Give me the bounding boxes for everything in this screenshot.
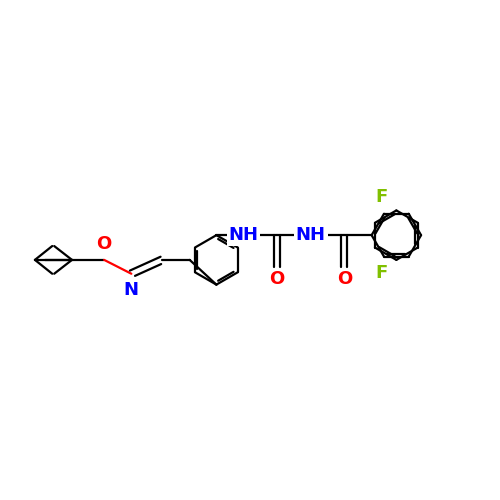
Text: O: O [337, 270, 352, 288]
Text: F: F [376, 188, 388, 206]
Text: NH: NH [296, 226, 326, 244]
Text: F: F [376, 264, 388, 282]
Text: O: O [96, 235, 112, 253]
Text: N: N [124, 281, 139, 299]
Text: O: O [270, 270, 285, 288]
Text: NH: NH [228, 226, 258, 244]
